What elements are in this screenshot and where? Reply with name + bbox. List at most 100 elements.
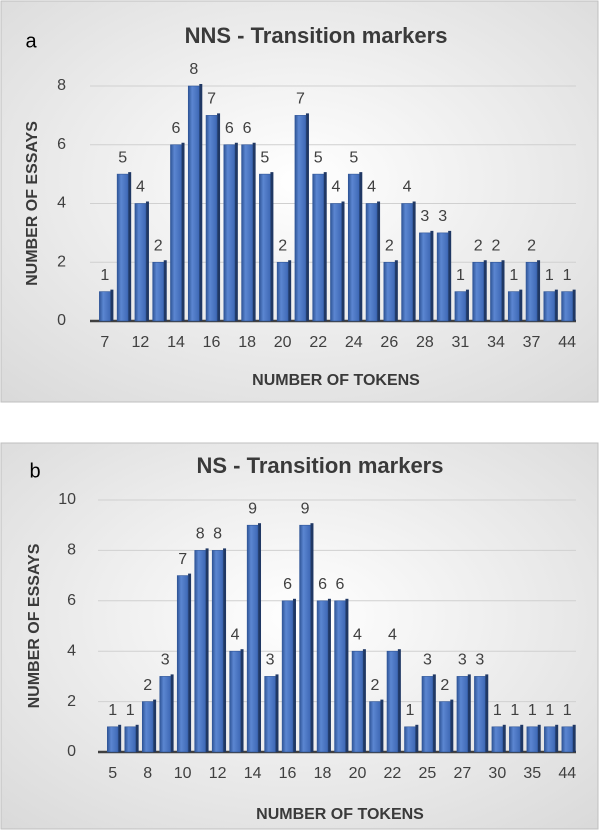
x-tick-label: 44 — [558, 765, 576, 782]
y-tick-label: 0 — [67, 743, 76, 760]
bar-side — [397, 649, 401, 752]
y-tick-label: 6 — [57, 136, 66, 153]
data-label: 1 — [100, 267, 109, 284]
chart-title: NS - Transition markers — [197, 453, 444, 478]
x-tick-label: 14 — [167, 334, 185, 351]
data-label: 2 — [440, 677, 449, 694]
bar-side — [323, 172, 327, 321]
bar — [211, 550, 224, 753]
bar — [404, 726, 416, 753]
data-label: 5 — [349, 149, 358, 166]
bar-side — [252, 142, 256, 321]
bar — [490, 261, 502, 322]
data-label: 5 — [314, 149, 323, 166]
bar — [187, 85, 200, 322]
data-label: 8 — [196, 526, 205, 543]
data-label: 8 — [189, 61, 198, 78]
data-label: 4 — [332, 179, 341, 196]
bar-side — [217, 113, 221, 321]
bar-side — [432, 674, 436, 752]
y-tick-label: 2 — [67, 693, 76, 710]
bar — [351, 650, 364, 753]
bar — [526, 726, 539, 753]
x-tick-label: 7 — [100, 334, 109, 351]
x-tick-label: 18 — [238, 334, 256, 351]
bar-side — [377, 201, 381, 321]
data-label: 1 — [493, 702, 502, 719]
bar — [347, 173, 360, 322]
bar — [401, 203, 413, 322]
y-tick-label: 4 — [67, 642, 76, 659]
bar — [316, 600, 329, 753]
bar-side — [519, 289, 523, 321]
data-label: 1 — [456, 267, 465, 284]
bar-side — [181, 142, 185, 321]
data-label: 1 — [509, 267, 518, 284]
bar-side — [305, 113, 309, 321]
x-axis-title: NUMBER OF TOKENS — [256, 806, 424, 823]
x-tick-label: 10 — [174, 765, 192, 782]
data-label: 1 — [563, 267, 572, 284]
bar-side — [205, 548, 209, 752]
data-label: 1 — [528, 702, 537, 719]
bar-side — [145, 201, 149, 321]
bar — [509, 726, 521, 753]
bar-side — [234, 142, 238, 321]
bar-side — [555, 724, 559, 752]
data-label: 2 — [474, 237, 483, 254]
bar-side — [163, 260, 167, 321]
bar — [421, 676, 434, 753]
data-label: 7 — [207, 91, 216, 108]
x-tick-label: 26 — [380, 334, 398, 351]
data-label: 2 — [154, 237, 163, 254]
bar-side — [537, 724, 541, 752]
data-label: 3 — [423, 652, 432, 669]
bar-side — [310, 523, 314, 752]
data-label: 3 — [161, 652, 170, 669]
bar-side — [292, 598, 296, 752]
bar — [107, 726, 119, 753]
bar — [525, 261, 538, 322]
data-label: 4 — [231, 626, 240, 643]
bar — [223, 144, 236, 322]
data-label: 6 — [318, 576, 327, 593]
panel-label: a — [25, 30, 37, 52]
data-label: 1 — [545, 267, 554, 284]
bar — [259, 173, 271, 322]
bar-side — [502, 724, 506, 752]
data-label: 2 — [527, 237, 536, 254]
bar-side — [223, 548, 227, 752]
chart-title: NNS - Transition markers — [185, 23, 448, 48]
data-label: 8 — [213, 526, 222, 543]
x-tick-label: 25 — [419, 765, 437, 782]
bar — [369, 701, 381, 753]
data-label: 6 — [283, 576, 292, 593]
x-tick-label: 35 — [523, 765, 541, 782]
data-label: 2 — [385, 237, 394, 254]
y-tick-label: 6 — [67, 592, 76, 609]
bar-side — [270, 172, 274, 321]
x-axis-title: NUMBER OF TOKENS — [252, 372, 420, 389]
data-label: 7 — [178, 551, 187, 568]
data-label: 2 — [143, 677, 152, 694]
bar — [419, 232, 431, 322]
x-tick-label: 12 — [209, 765, 227, 782]
bar — [294, 115, 307, 322]
bar-side — [288, 260, 292, 321]
bar-side — [501, 260, 505, 321]
bar-side — [188, 573, 192, 752]
bar-side — [240, 649, 244, 752]
x-tick-label: 12 — [132, 334, 150, 351]
data-label: 3 — [458, 652, 467, 669]
x-tick-label: 5 — [108, 765, 117, 782]
bar-side — [380, 699, 384, 752]
data-label: 3 — [475, 652, 484, 669]
bar — [456, 676, 469, 753]
bar-side — [128, 172, 132, 321]
data-label: 4 — [353, 626, 362, 643]
bar — [116, 173, 129, 322]
x-tick-label: 44 — [558, 334, 576, 351]
data-label: 5 — [118, 149, 127, 166]
data-label: 1 — [510, 702, 519, 719]
bar — [241, 144, 253, 322]
